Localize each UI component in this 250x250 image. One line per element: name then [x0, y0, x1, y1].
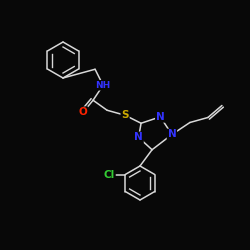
- Text: O: O: [79, 107, 88, 117]
- Text: N: N: [134, 132, 143, 142]
- Text: N: N: [168, 130, 176, 140]
- Text: N: N: [156, 112, 165, 122]
- Text: S: S: [121, 110, 129, 120]
- Text: NH: NH: [96, 81, 111, 90]
- Text: Cl: Cl: [104, 170, 115, 179]
